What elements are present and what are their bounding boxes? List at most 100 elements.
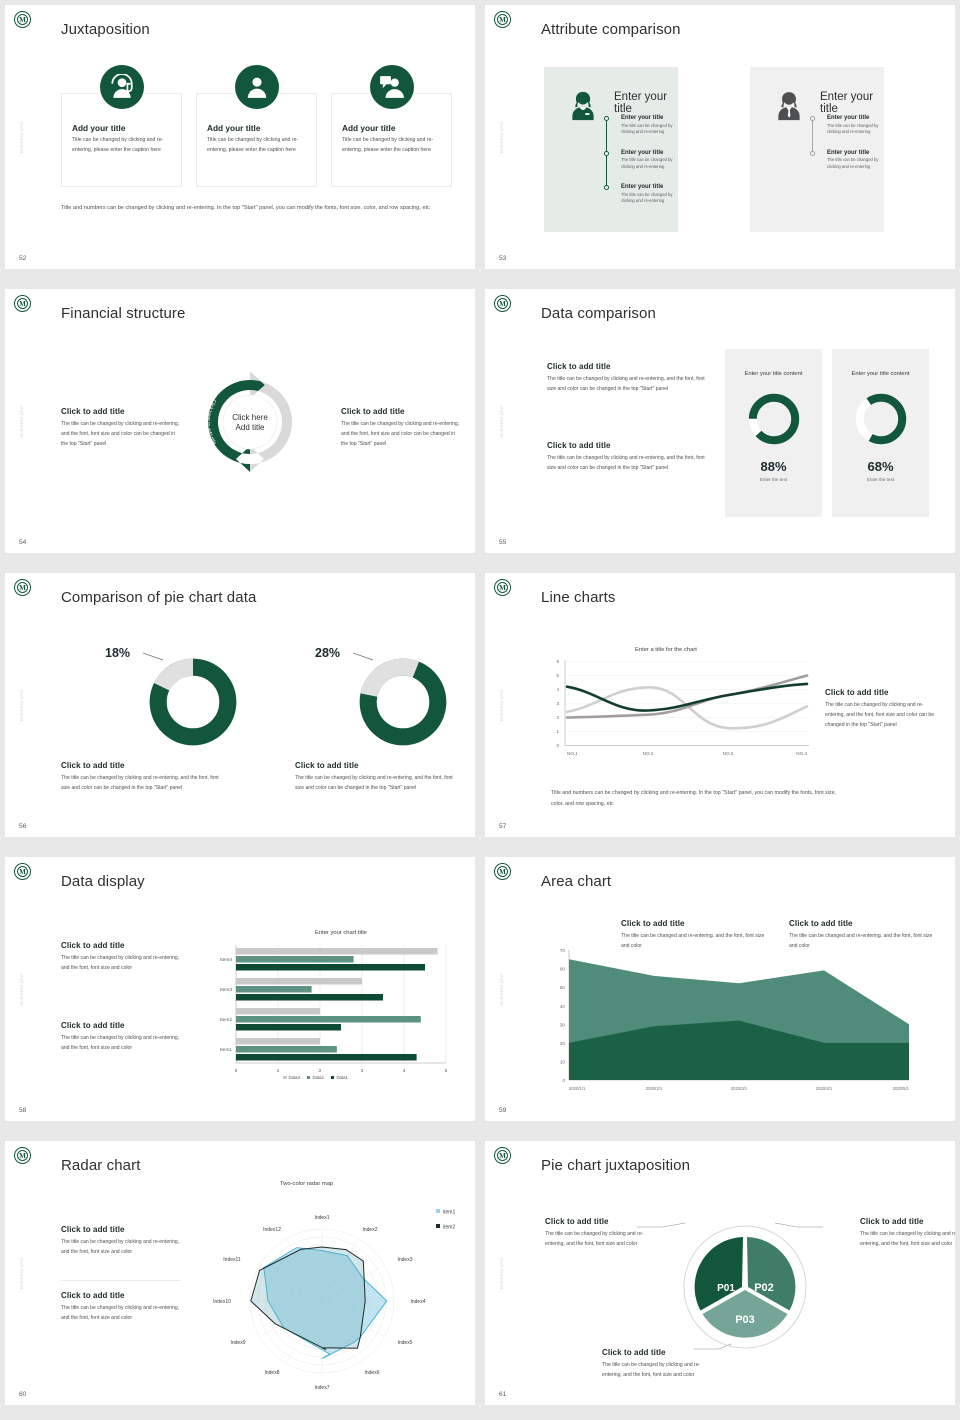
block-body: The title can be changed by clicking and… (61, 1305, 180, 1321)
svg-text:2020/4/1: 2020/4/1 (816, 1086, 833, 1091)
svg-text:70: 70 (560, 948, 566, 953)
slide-57-wrapper: M Business plan 57 Line charts Enter a t… (480, 568, 960, 852)
callout-bottom: Click to add title The title can be chan… (602, 1348, 702, 1381)
radar-chart[interactable]: Index1 Index2 Index3 Index4 Index5 Index… (200, 1191, 465, 1405)
brand-logo-icon: M (494, 1147, 511, 1164)
card-title: Add your title (207, 123, 261, 133)
svg-text:3: 3 (361, 1068, 364, 1074)
man-avatar-icon (772, 89, 806, 123)
svg-text:NO.3: NO.3 (723, 751, 734, 756)
donut-caption: Enter your title content (851, 371, 910, 377)
svg-text:5: 5 (445, 1068, 448, 1074)
slide-data-comparison[interactable]: M Business plan 55 Data comparison Click… (485, 289, 955, 553)
text-block-2: Click to add title The title can be chan… (789, 919, 939, 952)
ring-center-line2: Add title (236, 423, 265, 432)
list-item[interactable]: Enter your title The title can be change… (604, 150, 678, 188)
legend-item2-label: item2 (443, 1225, 455, 1231)
slide-58-wrapper: M Business plan 58 Data display Click to… (0, 852, 480, 1136)
svg-text:2020/2/1: 2020/2/1 (646, 1086, 663, 1091)
block-title: Click to add title (61, 1021, 125, 1030)
slide-pie-juxtaposition[interactable]: M Business plan 61 Pie chart juxtapositi… (485, 1141, 955, 1405)
block-title: Click to add title (61, 1291, 125, 1300)
card-body: Title can be changed by clicking and re-… (72, 137, 164, 153)
donut-card[interactable]: Enter your title content 88% Enter the t… (725, 349, 822, 517)
donut-card[interactable]: Enter your title content 68% Enter the t… (832, 349, 929, 517)
slide-attribute-comparison[interactable]: M Business plan 53 Attribute comparison … (485, 5, 955, 269)
cycle-diagram[interactable]: Click here to add title Click here to ad… (195, 367, 305, 477)
svg-text:2: 2 (556, 715, 559, 720)
text-block-1: Click to add title The title can be chan… (621, 919, 771, 952)
brand-logo-icon: M (14, 11, 31, 28)
block-body: The title can be changed by clicking and… (602, 1362, 701, 1378)
brand-logo-icon: M (14, 1147, 31, 1164)
brand-logo-icon: M (14, 295, 31, 312)
pie-slice-label: P02 (754, 1282, 774, 1294)
timeline-dot-icon (810, 150, 816, 156)
svg-text:Index6: Index6 (364, 1370, 379, 1376)
list-item[interactable]: Enter your title The title can be change… (810, 115, 884, 153)
side-text-block: Click to add title The title can be chan… (825, 688, 941, 731)
donut-subtext: Enter the text (866, 477, 895, 482)
page-number: 58 (19, 1107, 27, 1114)
block-title: Click to add title (61, 1225, 125, 1234)
svg-text:0: 0 (556, 743, 559, 748)
sidebar-vertical-label: Business plan (19, 405, 24, 437)
donut-subtext: Enter the text (759, 477, 788, 482)
attribute-panel-gray[interactable]: Enter your title Enter your title The ti… (750, 67, 884, 232)
sidebar-vertical-label: Business plan (19, 121, 24, 153)
pie-percent-label: 18% (105, 646, 131, 660)
legend-item1-label: item1 (443, 1210, 455, 1216)
block-title: Click to add title (61, 407, 125, 416)
slide-53-wrapper: M Business plan 53 Attribute comparison … (480, 0, 960, 284)
slide-financial-structure[interactable]: M Business plan 54 Financial structure C… (5, 289, 475, 553)
slide-juxtaposition[interactable]: M Business plan 52 Juxtaposition Add you… (5, 5, 475, 269)
svg-text:4: 4 (556, 687, 559, 692)
leader-line (143, 652, 164, 661)
slide-data-display[interactable]: M Business plan 58 Data display Click to… (5, 857, 475, 1121)
list-item-title: Enter your title (621, 115, 664, 121)
block-body: The title can be changed by clicking and… (61, 1239, 180, 1255)
leader-line (353, 652, 374, 661)
slide-line-charts[interactable]: M Business plan 57 Line charts Enter a t… (485, 573, 955, 837)
brand-logo-icon: M (14, 579, 31, 596)
list-item-body: The title can be changed by clicking and… (621, 157, 673, 169)
svg-text:3: 3 (556, 701, 559, 706)
pie-text-block-1: Click to add title The title can be chan… (61, 761, 226, 794)
card-body: Title can be changed by clicking and re-… (207, 137, 299, 153)
line-chart[interactable]: 6 5 4 3 2 1 0 (553, 656, 811, 773)
svg-text:50: 50 (560, 985, 566, 990)
slide-pie-comparison[interactable]: M Business plan 56 Comparison of pie cha… (5, 573, 475, 837)
page-title: Comparison of pie chart data (61, 589, 257, 606)
timeline-dot-icon (604, 185, 610, 191)
svg-text:20: 20 (560, 1041, 566, 1046)
block-title: Click to add title (61, 941, 125, 950)
svg-text:0: 0 (562, 1078, 565, 1083)
block-title: Click to add title (825, 688, 889, 697)
pie-slice-label: P01 (717, 1283, 735, 1294)
area-chart[interactable]: 70 60 50 40 30 20 10 0 2020/1/1 2020 (547, 942, 937, 1107)
pie-chart-3-slices[interactable]: P01 P02 P03 (681, 1223, 809, 1356)
list-item[interactable]: Enter your title The title can be change… (810, 150, 884, 177)
timeline-dot-icon (810, 116, 816, 122)
slide-area-chart[interactable]: M Business plan 59 Area chart Click to a… (485, 857, 955, 1121)
list-item[interactable]: Enter your title The title can be change… (604, 115, 678, 153)
page-title: Area chart (541, 873, 612, 890)
list-item-title: Enter your title (827, 149, 870, 156)
timeline-dot-icon (604, 116, 610, 122)
text-block-2: Click to add title The title can be chan… (61, 1280, 181, 1324)
attribute-panel-green[interactable]: Enter your title Enter your title The ti… (544, 67, 678, 232)
bar-chart[interactable]: Item4 Item3 Item2 Item1 0 1 2 3 4 5 (191, 941, 458, 1091)
donut-68-chart (853, 391, 909, 452)
list-item[interactable]: Enter your title The title can be change… (604, 184, 678, 211)
svg-text:Index12: Index12 (263, 1227, 281, 1233)
block-title: Click to add title (547, 362, 611, 371)
slide-radar-chart[interactable]: M Business plan 60 Radar chart Click to … (5, 1141, 475, 1405)
svg-text:Item4: Item4 (220, 957, 232, 963)
brand-logo-icon: M (14, 863, 31, 880)
svg-text:Item2: Item2 (220, 1017, 232, 1023)
slide-60-wrapper: M Business plan 60 Radar chart Click to … (0, 1136, 480, 1420)
block-body: The title can be changed by clicking and… (547, 376, 705, 392)
svg-text:40: 40 (560, 1004, 566, 1009)
legend-item-data1: Data1 (330, 1075, 348, 1080)
list-item-body: The title can be changed by clicking and… (827, 157, 879, 169)
